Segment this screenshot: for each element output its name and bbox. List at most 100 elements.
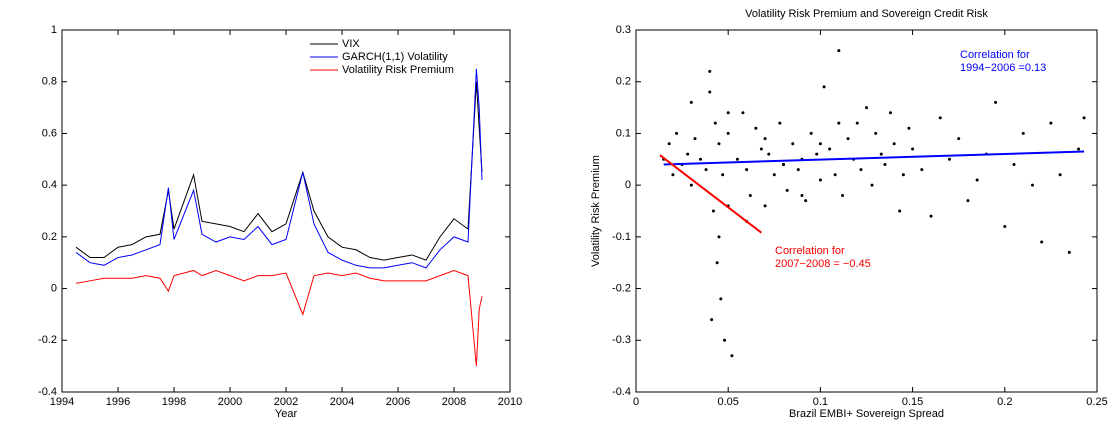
scatter-point bbox=[717, 235, 721, 239]
scatter-point bbox=[719, 297, 723, 301]
annotation: Correlation for bbox=[775, 245, 845, 257]
scatter-point bbox=[911, 147, 915, 151]
scatter-point bbox=[689, 183, 693, 187]
scatter-point bbox=[879, 152, 883, 156]
scatter-point bbox=[667, 142, 671, 146]
scatter-point bbox=[994, 100, 998, 104]
x-tick-label: 0.2 bbox=[997, 396, 1012, 408]
scatter-point bbox=[815, 152, 819, 156]
scatter-point bbox=[818, 142, 822, 146]
scatter-point bbox=[938, 116, 942, 120]
scatter-point bbox=[828, 147, 832, 151]
scatter-point bbox=[833, 173, 837, 177]
scatter-point bbox=[735, 157, 739, 161]
scatter-point bbox=[907, 126, 911, 130]
y-tick-label: 0.2 bbox=[42, 231, 57, 243]
chart-title: Volatility Risk Premium and Sovereign Cr… bbox=[745, 8, 988, 20]
y-tick-label: 0.3 bbox=[616, 24, 631, 36]
scatter-point bbox=[671, 173, 675, 177]
scatter-point bbox=[713, 121, 717, 125]
scatter-point bbox=[767, 152, 771, 156]
scatter-point bbox=[888, 111, 892, 115]
y-tick-label: -0.4 bbox=[612, 386, 631, 398]
scatter-point bbox=[686, 152, 690, 156]
x-tick-label: 0.15 bbox=[902, 396, 923, 408]
x-tick-label: 2000 bbox=[218, 396, 242, 408]
scatter-point bbox=[1077, 147, 1081, 151]
y-axis-label: Volatility Risk Premium bbox=[590, 155, 602, 267]
scatter-point bbox=[818, 178, 822, 182]
scatter-point bbox=[1058, 173, 1062, 177]
scatter-point bbox=[754, 126, 758, 130]
x-tick-label: 1996 bbox=[106, 396, 130, 408]
scatter-point bbox=[689, 100, 693, 104]
scatter-point bbox=[901, 173, 905, 177]
scatter-point bbox=[723, 338, 727, 342]
y-tick-label: 0.8 bbox=[42, 76, 57, 88]
scatter-point bbox=[859, 168, 863, 172]
scatter-point bbox=[870, 183, 874, 187]
scatter-point bbox=[796, 168, 800, 172]
scatter-point bbox=[785, 188, 789, 192]
scatter-point bbox=[837, 49, 841, 53]
scatter-point bbox=[710, 318, 714, 322]
scatter-point bbox=[841, 193, 845, 197]
scatter-point bbox=[1049, 121, 1053, 125]
x-tick-label: 0 bbox=[633, 396, 639, 408]
axes-frame bbox=[61, 29, 511, 393]
scatter-point bbox=[804, 199, 808, 203]
scatter-point bbox=[675, 131, 679, 135]
scatter-point bbox=[721, 173, 725, 177]
y-tick-label: 0.6 bbox=[42, 127, 57, 139]
y-tick-label: -0.2 bbox=[612, 282, 631, 294]
scatter-point bbox=[1021, 131, 1025, 135]
legend-label: Volatility Risk Premium bbox=[342, 64, 454, 76]
scatter-point bbox=[822, 85, 826, 89]
y-tick-label: -0.3 bbox=[612, 334, 631, 346]
x-tick-label: 2004 bbox=[330, 396, 354, 408]
scatter-point bbox=[1003, 225, 1007, 229]
scatter-point bbox=[759, 147, 763, 151]
x-tick-label: 0.1 bbox=[813, 396, 828, 408]
y-tick-label: -0.2 bbox=[38, 334, 57, 346]
scatter-point bbox=[699, 157, 703, 161]
scatter-point bbox=[772, 173, 776, 177]
scatter-point bbox=[730, 354, 734, 358]
y-tick-label: 0.1 bbox=[616, 127, 631, 139]
scatter-point bbox=[975, 178, 979, 182]
scatter-point bbox=[1040, 240, 1044, 244]
scatter-point bbox=[763, 204, 767, 208]
scatter-point bbox=[711, 209, 715, 213]
scatter-point bbox=[855, 121, 859, 125]
scatter-point bbox=[898, 209, 902, 213]
scatter-point bbox=[715, 261, 719, 265]
scatter-point bbox=[708, 69, 712, 73]
scatter-point bbox=[763, 137, 767, 141]
line-series bbox=[75, 269, 483, 367]
x-tick-label: 0.05 bbox=[717, 396, 738, 408]
x-tick-label: 1998 bbox=[162, 396, 186, 408]
scatter-point bbox=[778, 121, 782, 125]
scatter-point bbox=[892, 142, 896, 146]
scatter-point bbox=[957, 137, 961, 141]
scatter-point bbox=[741, 111, 745, 115]
scatter-point bbox=[1067, 250, 1071, 254]
scatter-point bbox=[865, 106, 868, 110]
scatter-point bbox=[717, 142, 721, 146]
x-tick-label: 1994 bbox=[50, 396, 74, 408]
scatter-point bbox=[929, 214, 933, 218]
x-tick-label: 2008 bbox=[442, 396, 466, 408]
scatter-point bbox=[1012, 162, 1016, 166]
scatter-point bbox=[837, 121, 841, 125]
scatter-point bbox=[883, 162, 887, 166]
scatter-point bbox=[708, 90, 712, 94]
scatter-point bbox=[874, 131, 878, 135]
y-tick-label: 1 bbox=[51, 24, 57, 36]
scatter-point bbox=[693, 137, 697, 141]
scatter-point bbox=[800, 193, 804, 197]
line-series bbox=[75, 68, 483, 269]
annotation: Correlation for bbox=[960, 49, 1030, 61]
scatter-point bbox=[1082, 116, 1086, 120]
y-tick-label: -0.4 bbox=[38, 386, 57, 398]
